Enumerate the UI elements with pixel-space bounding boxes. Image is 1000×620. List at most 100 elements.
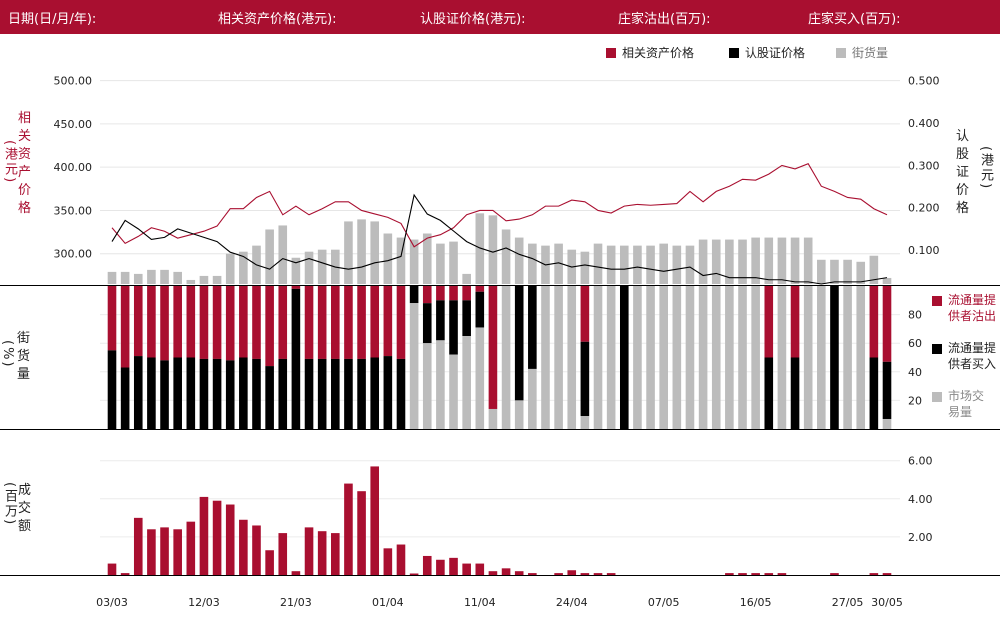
mm-buy-bar bbox=[173, 357, 182, 429]
street-volume-bar bbox=[882, 277, 892, 284]
mm-sell-bar bbox=[370, 286, 380, 358]
bottom-tick-label: 4.00 bbox=[908, 493, 933, 506]
mm-sell-label: 庄家沽出(百万): bbox=[618, 12, 711, 27]
right-top-axis-unit: (港元) bbox=[978, 146, 993, 191]
mm-buy-bar bbox=[475, 291, 485, 328]
rlegend-sell: 流通量提供者沽出 bbox=[932, 292, 1000, 324]
rlegend-sell-swatch bbox=[932, 296, 942, 306]
x-tick-label: 07/05 bbox=[648, 596, 680, 609]
mm-buy-bar bbox=[317, 358, 327, 429]
turnover-bar bbox=[488, 571, 498, 575]
market-volume-bar bbox=[856, 286, 866, 429]
mm-buy-bar bbox=[528, 286, 537, 369]
turnover-bar bbox=[357, 491, 366, 575]
street-volume-bar bbox=[659, 243, 668, 284]
street-volume-bar bbox=[173, 271, 182, 284]
market-volume-bar bbox=[541, 286, 550, 429]
legend-warrant-swatch bbox=[729, 47, 739, 58]
turnover-bar bbox=[304, 527, 314, 575]
market-volume-bar bbox=[475, 327, 485, 429]
turnover-bar bbox=[422, 555, 432, 575]
mm-sell-bar bbox=[331, 286, 340, 359]
mid-axis-label: 街货量 bbox=[17, 331, 33, 382]
street-volume-bar bbox=[764, 237, 774, 284]
turnover-bar bbox=[225, 504, 235, 575]
street-volume-bar bbox=[685, 245, 695, 284]
turnover-bar bbox=[331, 533, 340, 575]
market-volume-bar bbox=[777, 286, 787, 429]
street-volume-bar bbox=[777, 237, 787, 284]
bottom-axis-unit: (百万) bbox=[2, 482, 17, 527]
street-volume-bar bbox=[278, 225, 288, 284]
turnover-bar bbox=[436, 559, 445, 575]
legend-underlying-swatch bbox=[606, 47, 616, 58]
street-volume-bar bbox=[147, 269, 156, 284]
turnover-bar bbox=[173, 529, 182, 575]
street-volume-bar bbox=[239, 251, 248, 284]
street-volume-bar bbox=[357, 219, 366, 284]
rlegend-market: 市场交易量 bbox=[932, 388, 984, 420]
market-volume-bar bbox=[698, 286, 708, 429]
street-volume-bar bbox=[304, 251, 314, 284]
street-volume-bar bbox=[803, 237, 813, 284]
turnover-bar bbox=[751, 573, 760, 575]
left-top-axis-unit: (港元) bbox=[2, 140, 17, 185]
street-volume-bar bbox=[633, 245, 642, 284]
mm-buy-bar bbox=[265, 366, 274, 429]
right-top-axis-label: 认股证价格 bbox=[956, 129, 972, 216]
street-volume-bar bbox=[475, 213, 485, 284]
turnover-bar bbox=[738, 573, 747, 575]
street-volume-bar bbox=[672, 245, 682, 284]
x-tick-label: 12/03 bbox=[188, 596, 220, 609]
turnover-bar bbox=[278, 533, 288, 575]
turnover-bar bbox=[383, 548, 393, 575]
market-volume-bar bbox=[449, 354, 458, 429]
turnover-bar bbox=[725, 573, 734, 575]
legend-underlying-label: 相关资产价格 bbox=[622, 46, 695, 60]
market-volume-bar bbox=[672, 286, 682, 429]
mm-buy-bar bbox=[278, 358, 288, 429]
turnover-bar bbox=[133, 517, 143, 575]
turnover-bar bbox=[777, 573, 787, 575]
mm-sell-bar bbox=[449, 286, 458, 301]
legend-warrant: 认股证价格 bbox=[729, 44, 805, 61]
x-tick-label: 30/05 bbox=[871, 596, 903, 609]
mm-buy-bar bbox=[882, 361, 892, 419]
turnover-bar bbox=[462, 563, 471, 575]
rlegend-buy-swatch bbox=[932, 344, 942, 354]
market-volume-bar bbox=[685, 286, 695, 429]
mm-buy-bar bbox=[409, 286, 419, 304]
mm-buy-bar bbox=[869, 357, 879, 429]
market-volume-bar bbox=[409, 303, 419, 429]
mm-sell-bar bbox=[291, 286, 301, 289]
mm-sell-bar bbox=[790, 286, 800, 358]
rlegend-buy-label: 流通量提供者买入 bbox=[948, 341, 997, 371]
market-volume-bar bbox=[606, 286, 616, 429]
street-volume-bar bbox=[501, 229, 511, 284]
mm-sell-bar bbox=[462, 286, 471, 301]
street-volume-bar bbox=[396, 237, 406, 284]
street-volume-bar bbox=[751, 237, 760, 284]
turnover-bar bbox=[160, 527, 169, 575]
turnover-bar bbox=[606, 573, 616, 575]
left-top-axis-label: 相关资产价格 bbox=[18, 110, 34, 218]
warrant-price-label: 认股证价格(港元): bbox=[420, 12, 526, 27]
mm-sell-bar bbox=[475, 286, 485, 292]
street-volume-bar bbox=[317, 249, 327, 284]
left-tick-label: 500.00 bbox=[54, 75, 93, 88]
legend-underlying: 相关资产价格 bbox=[606, 44, 694, 61]
market-volume-bar bbox=[422, 343, 432, 429]
mm-buy-bar bbox=[252, 358, 261, 429]
street-volume-bar bbox=[449, 241, 458, 284]
street-volume-bar bbox=[830, 259, 839, 284]
mm-buy-bar bbox=[212, 358, 222, 429]
turnover-bar bbox=[869, 573, 879, 575]
mm-sell-bar bbox=[278, 286, 288, 359]
x-tick-label: 01/04 bbox=[372, 596, 404, 609]
turnover-bar bbox=[265, 550, 274, 575]
left-tick-label: 350.00 bbox=[54, 204, 93, 217]
mm-buy-label: 庄家买入(百万): bbox=[808, 12, 901, 27]
mm-sell-bar bbox=[225, 286, 235, 361]
street-volume-bar bbox=[711, 239, 721, 284]
mm-sell-bar bbox=[107, 286, 117, 351]
